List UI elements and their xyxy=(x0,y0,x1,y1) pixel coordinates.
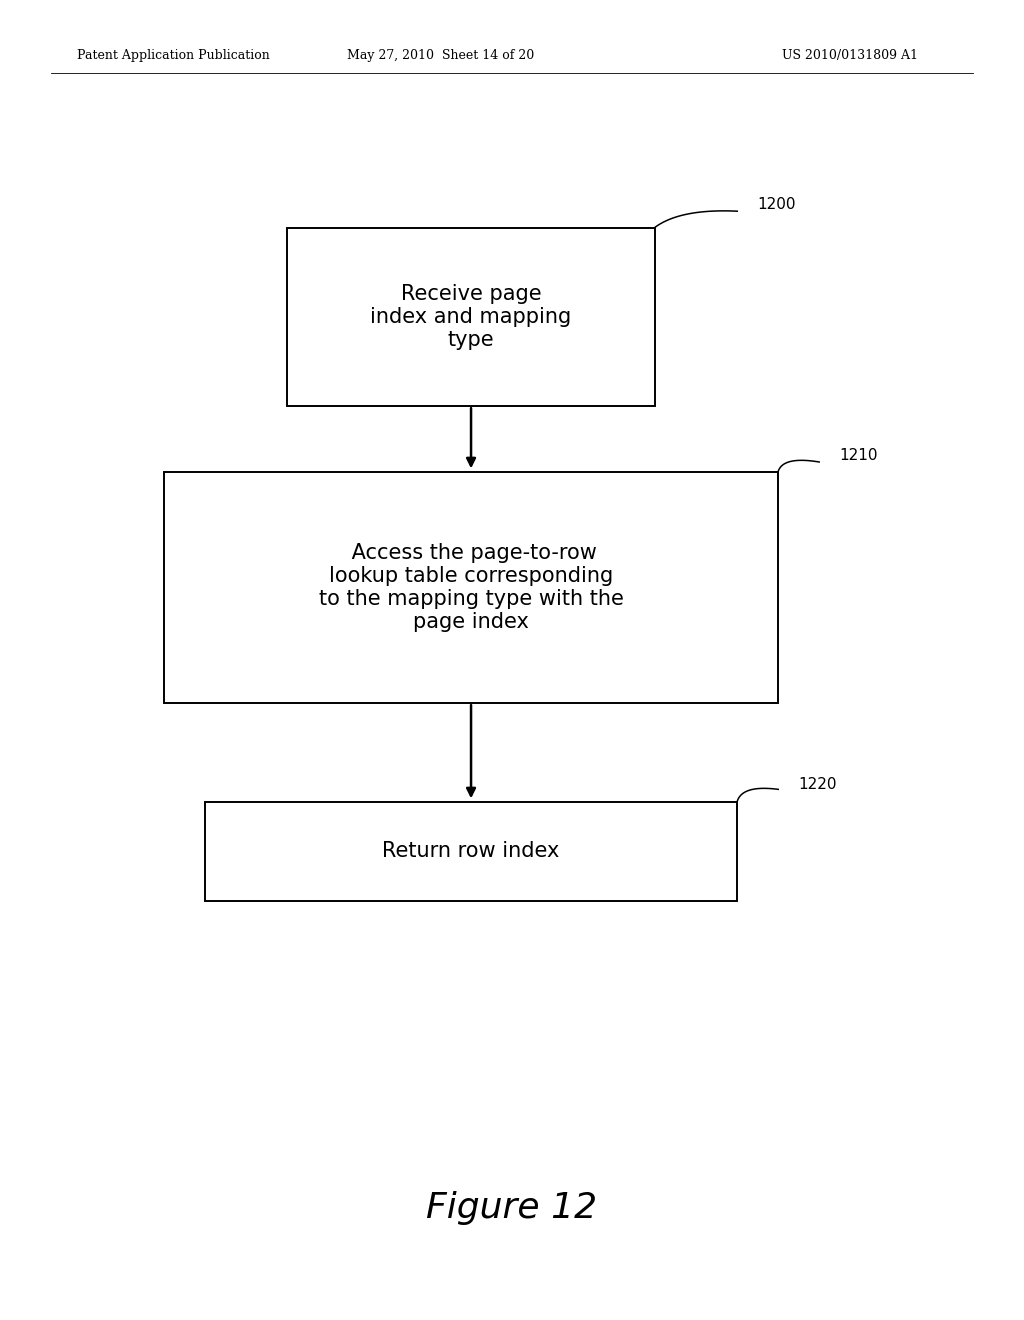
Text: Return row index: Return row index xyxy=(382,841,560,862)
Text: 1200: 1200 xyxy=(758,197,797,213)
Text: Access the page-to-row
lookup table corresponding
to the mapping type with the
p: Access the page-to-row lookup table corr… xyxy=(318,543,624,632)
Text: Receive page
index and mapping
type: Receive page index and mapping type xyxy=(371,284,571,350)
FancyBboxPatch shape xyxy=(164,471,778,702)
Text: 1210: 1210 xyxy=(840,447,879,463)
FancyBboxPatch shape xyxy=(287,227,655,407)
Text: May 27, 2010  Sheet 14 of 20: May 27, 2010 Sheet 14 of 20 xyxy=(347,49,534,62)
Text: Patent Application Publication: Patent Application Publication xyxy=(77,49,269,62)
FancyBboxPatch shape xyxy=(205,801,737,900)
Text: Figure 12: Figure 12 xyxy=(426,1191,598,1225)
Text: 1220: 1220 xyxy=(799,776,838,792)
Text: US 2010/0131809 A1: US 2010/0131809 A1 xyxy=(782,49,918,62)
